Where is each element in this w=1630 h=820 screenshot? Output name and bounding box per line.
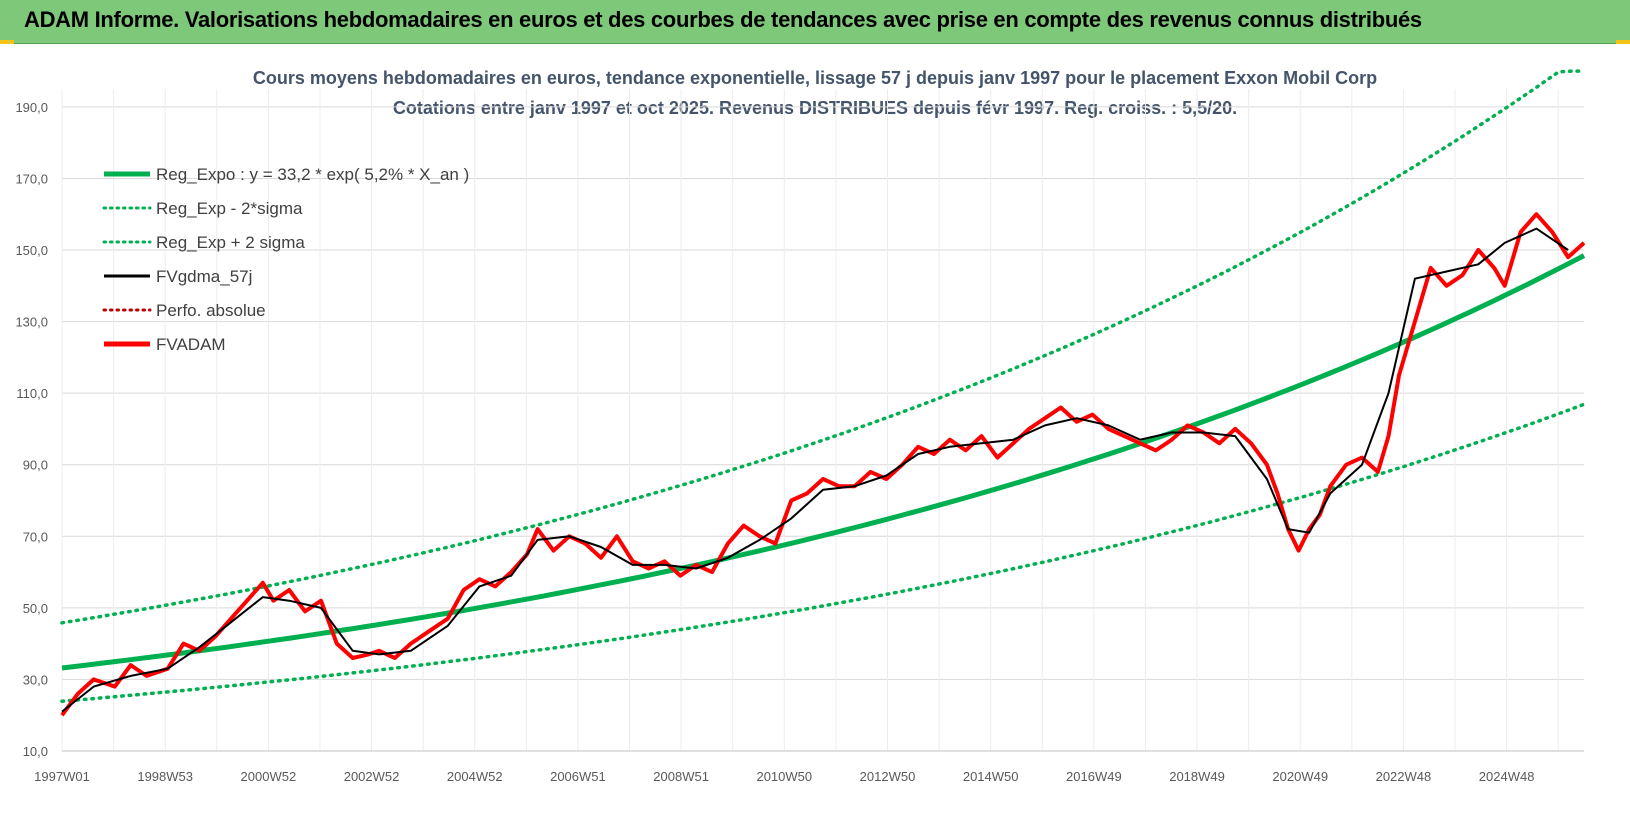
x-tick-label: 2010W50 (756, 769, 812, 784)
legend-label: Reg_Exp - 2*sigma (156, 199, 303, 218)
plot-lines (60, 69, 1586, 717)
corner-mark-right (1616, 40, 1630, 44)
legend-label: FVgdma_57j (156, 267, 252, 286)
legend-label: FVADAM (156, 335, 226, 354)
report-title: ADAM Informe. Valorisations hebdomadaire… (24, 7, 1422, 32)
chart-area: Cours moyens hebdomadaires en euros, ten… (0, 44, 1630, 815)
x-tick-label: 2018W49 (1169, 769, 1225, 784)
y-tick-label: 90,0 (23, 458, 48, 473)
x-tick-label: 2022W48 (1376, 769, 1432, 784)
x-tick-label: 2024W48 (1479, 769, 1535, 784)
reg-exp-plus-2sigma-line (60, 69, 1586, 625)
x-tick-label: 2008W51 (653, 769, 709, 784)
x-tick-label: 2020W49 (1272, 769, 1328, 784)
x-tick-label: 2004W52 (447, 769, 503, 784)
y-tick-label: 150,0 (15, 243, 48, 258)
chart-subtitle: Cotations entre janv 1997 et oct 2025. R… (393, 98, 1237, 118)
y-axis: 10,0 30,0 50,0 70,0 90,0 110,0 130,0 150,0 170,0… (15, 100, 48, 759)
y-tick-label: 170,0 (15, 171, 48, 186)
x-axis: 1997W01 1998W53 2000W52 2002W52 2004W52 2006W… (34, 769, 1534, 784)
chart-title: Cours moyens hebdomadaires en euros, ten… (253, 68, 1377, 88)
x-tick-label: 2002W52 (344, 769, 400, 784)
y-tick-label: 130,0 (15, 315, 48, 330)
legend: Reg_Expo : y = 33,2 * exp( 5,2% * X_an )… (102, 165, 469, 354)
y-tick-label: 70,0 (23, 529, 48, 544)
grid (61, 89, 1584, 752)
y-tick-label: 30,0 (23, 672, 48, 687)
corner-mark-left (0, 40, 14, 44)
y-tick-label: 110,0 (16, 386, 48, 401)
legend-label: Reg_Expo : y = 33,2 * exp( 5,2% * X_an ) (156, 165, 469, 184)
reg-expo-line (61, 253, 1586, 671)
x-tick-label: 2014W50 (963, 769, 1019, 784)
x-tick-label: 2012W50 (860, 769, 916, 784)
y-tick-label: 190,0 (15, 100, 48, 115)
x-tick-label: 1997W01 (34, 769, 90, 784)
fvgdma-57j-line (61, 227, 1569, 713)
legend-label: Perfo. absolue (156, 301, 266, 320)
x-tick-label: 2016W49 (1066, 769, 1122, 784)
x-tick-label: 1998W53 (137, 769, 193, 784)
reg-exp-minus-2sigma-line (60, 402, 1586, 703)
x-tick-label: 2006W51 (550, 769, 606, 784)
y-tick-label: 50,0 (23, 601, 48, 616)
report-banner: ADAM Informe. Valorisations hebdomadaire… (0, 0, 1630, 44)
chart-svg: Cours moyens hebdomadaires en euros, ten… (15, 68, 1586, 784)
x-tick-label: 2000W52 (241, 769, 297, 784)
y-tick-label: 10,0 (23, 744, 48, 759)
legend-label: Reg_Exp + 2 sigma (156, 233, 305, 252)
